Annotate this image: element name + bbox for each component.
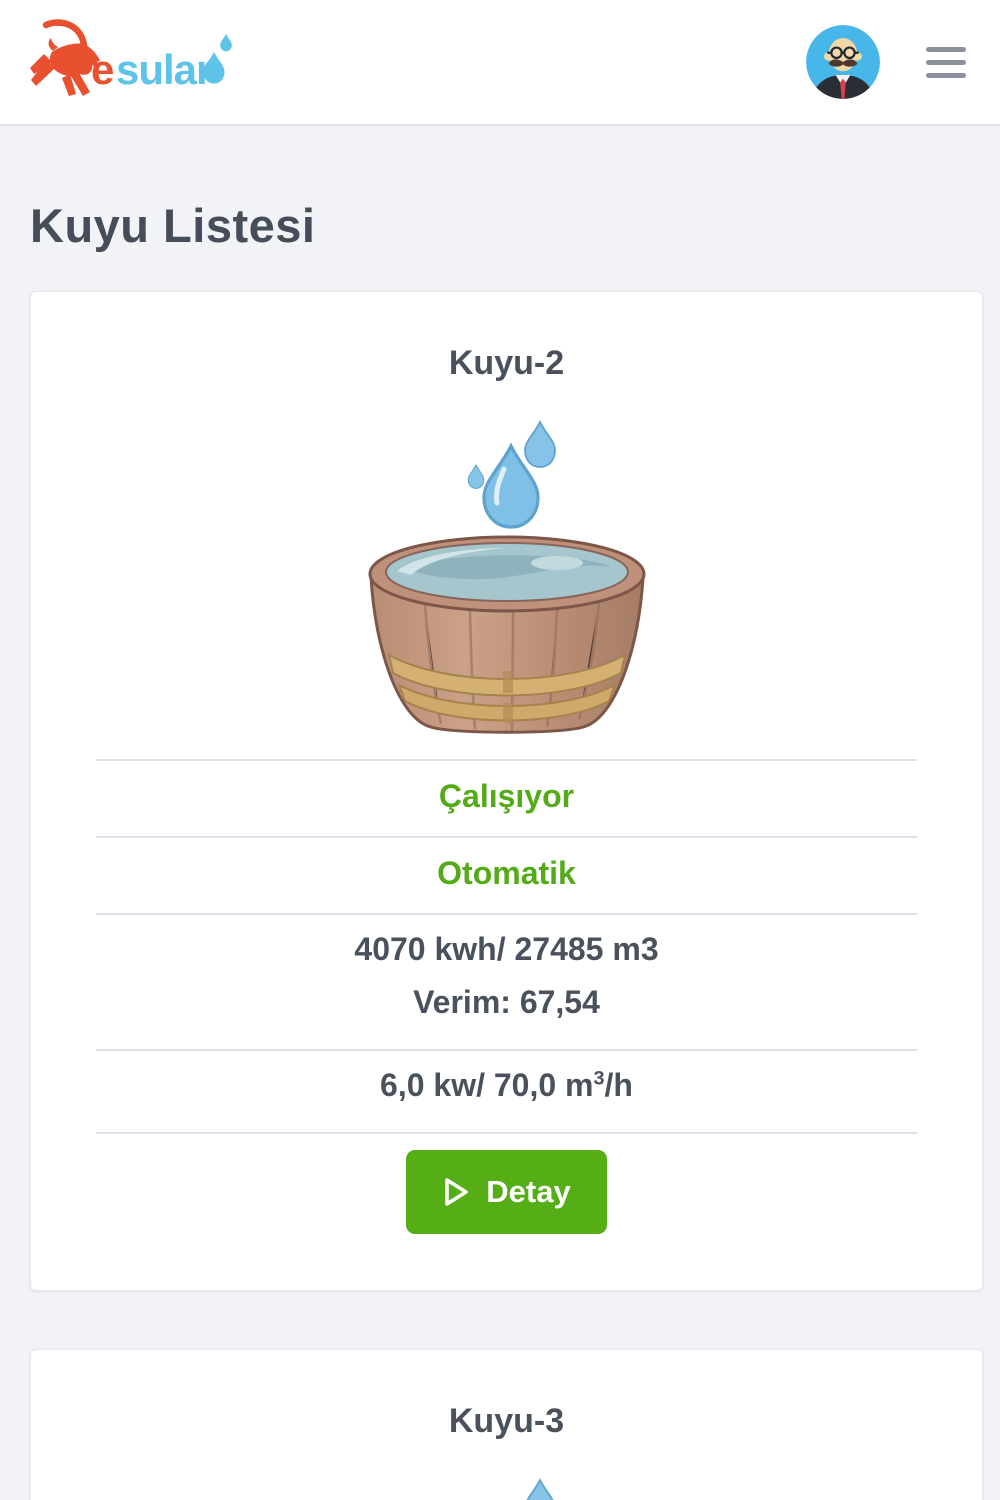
header-actions bbox=[806, 25, 966, 99]
well-energy-stats: 4070 kwh/ 27485 m3 Verim: 67,54 bbox=[31, 915, 982, 1049]
menu-icon[interactable] bbox=[926, 43, 966, 82]
detail-button-label: Detay bbox=[486, 1174, 571, 1209]
well-name: Kuyu-3 bbox=[448, 1402, 565, 1440]
water-drop-icon bbox=[203, 34, 232, 84]
page-title: Kuyu Listesi bbox=[30, 199, 316, 252]
user-avatar[interactable] bbox=[806, 25, 880, 99]
well-power-stats: 6,0 kw/ 70,0 m3/h bbox=[380, 1067, 633, 1103]
efficiency-value: Verim: 67,54 bbox=[413, 984, 600, 1020]
divider bbox=[96, 1132, 917, 1134]
well-status: Çalışıyor bbox=[438, 778, 575, 814]
water-bucket-icon bbox=[523, 1479, 556, 1500]
brand-logo[interactable]: e sular bbox=[28, 16, 234, 108]
goat-icon bbox=[30, 19, 100, 96]
glasses-icon bbox=[827, 46, 859, 60]
app-header: e sular bbox=[0, 0, 1000, 126]
well-card-kuyu-3: Kuyu-3 bbox=[30, 1349, 983, 1500]
play-icon bbox=[445, 1178, 469, 1206]
well-name: Kuyu-2 bbox=[448, 344, 565, 382]
main-content: Kuyu Listesi Kuyu-2 bbox=[0, 198, 1000, 1500]
well-card-kuyu-2: Kuyu-2 bbox=[30, 291, 983, 1291]
water-bucket-icon bbox=[368, 421, 645, 734]
well-mode: Otomatik bbox=[437, 855, 576, 891]
energy-flow-value: 4070 kwh/ 27485 m3 bbox=[354, 931, 659, 967]
divider bbox=[96, 836, 917, 838]
divider bbox=[96, 759, 917, 761]
brand-word-sular: sular bbox=[116, 46, 212, 93]
brand-letter-e: e bbox=[91, 46, 113, 93]
mustache bbox=[828, 59, 858, 67]
falling-drops bbox=[467, 421, 556, 529]
detail-button[interactable]: Detay bbox=[406, 1150, 607, 1234]
divider bbox=[96, 1049, 917, 1051]
divider bbox=[96, 913, 917, 915]
